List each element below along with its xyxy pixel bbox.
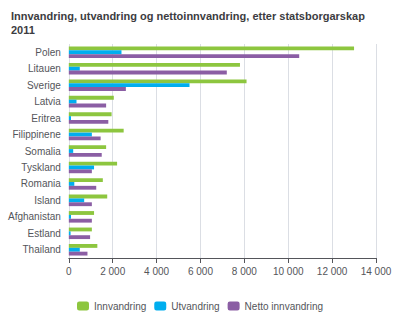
svg-text:Thailand: Thailand [22,244,60,255]
svg-text:Somalia: Somalia [25,146,62,157]
svg-text:Innvandring: Innvandring [94,301,146,312]
svg-text:Estland: Estland [27,228,60,239]
svg-text:Litauen: Litauen [28,63,61,74]
svg-text:4 000: 4 000 [144,266,169,277]
svg-text:0: 0 [66,266,72,277]
svg-text:Island: Island [34,195,61,206]
svg-text:6 000: 6 000 [188,266,213,277]
svg-text:Tyskland: Tyskland [21,162,60,173]
svg-text:Netto innvandring: Netto innvandring [245,301,323,312]
svg-text:Innvandring, utvandring og net: Innvandring, utvandring og nettoinnvandr… [11,10,365,22]
svg-text:Afghanistan: Afghanistan [8,211,61,222]
svg-text:Polen: Polen [35,47,61,58]
svg-text:2011: 2011 [11,24,35,36]
svg-text:Romania: Romania [21,178,61,189]
svg-text:Sverige: Sverige [27,80,61,91]
svg-text:14 000: 14 000 [361,266,392,277]
svg-text:2 000: 2 000 [100,266,125,277]
svg-text:8 000: 8 000 [232,266,257,277]
svg-text:10 000: 10 000 [273,266,304,277]
svg-text:Latvia: Latvia [34,96,61,107]
svg-text:Eritrea: Eritrea [31,113,61,124]
svg-text:Utvandring: Utvandring [171,301,219,312]
svg-text:Filippinene: Filippinene [12,129,61,140]
svg-text:12 000: 12 000 [317,266,348,277]
